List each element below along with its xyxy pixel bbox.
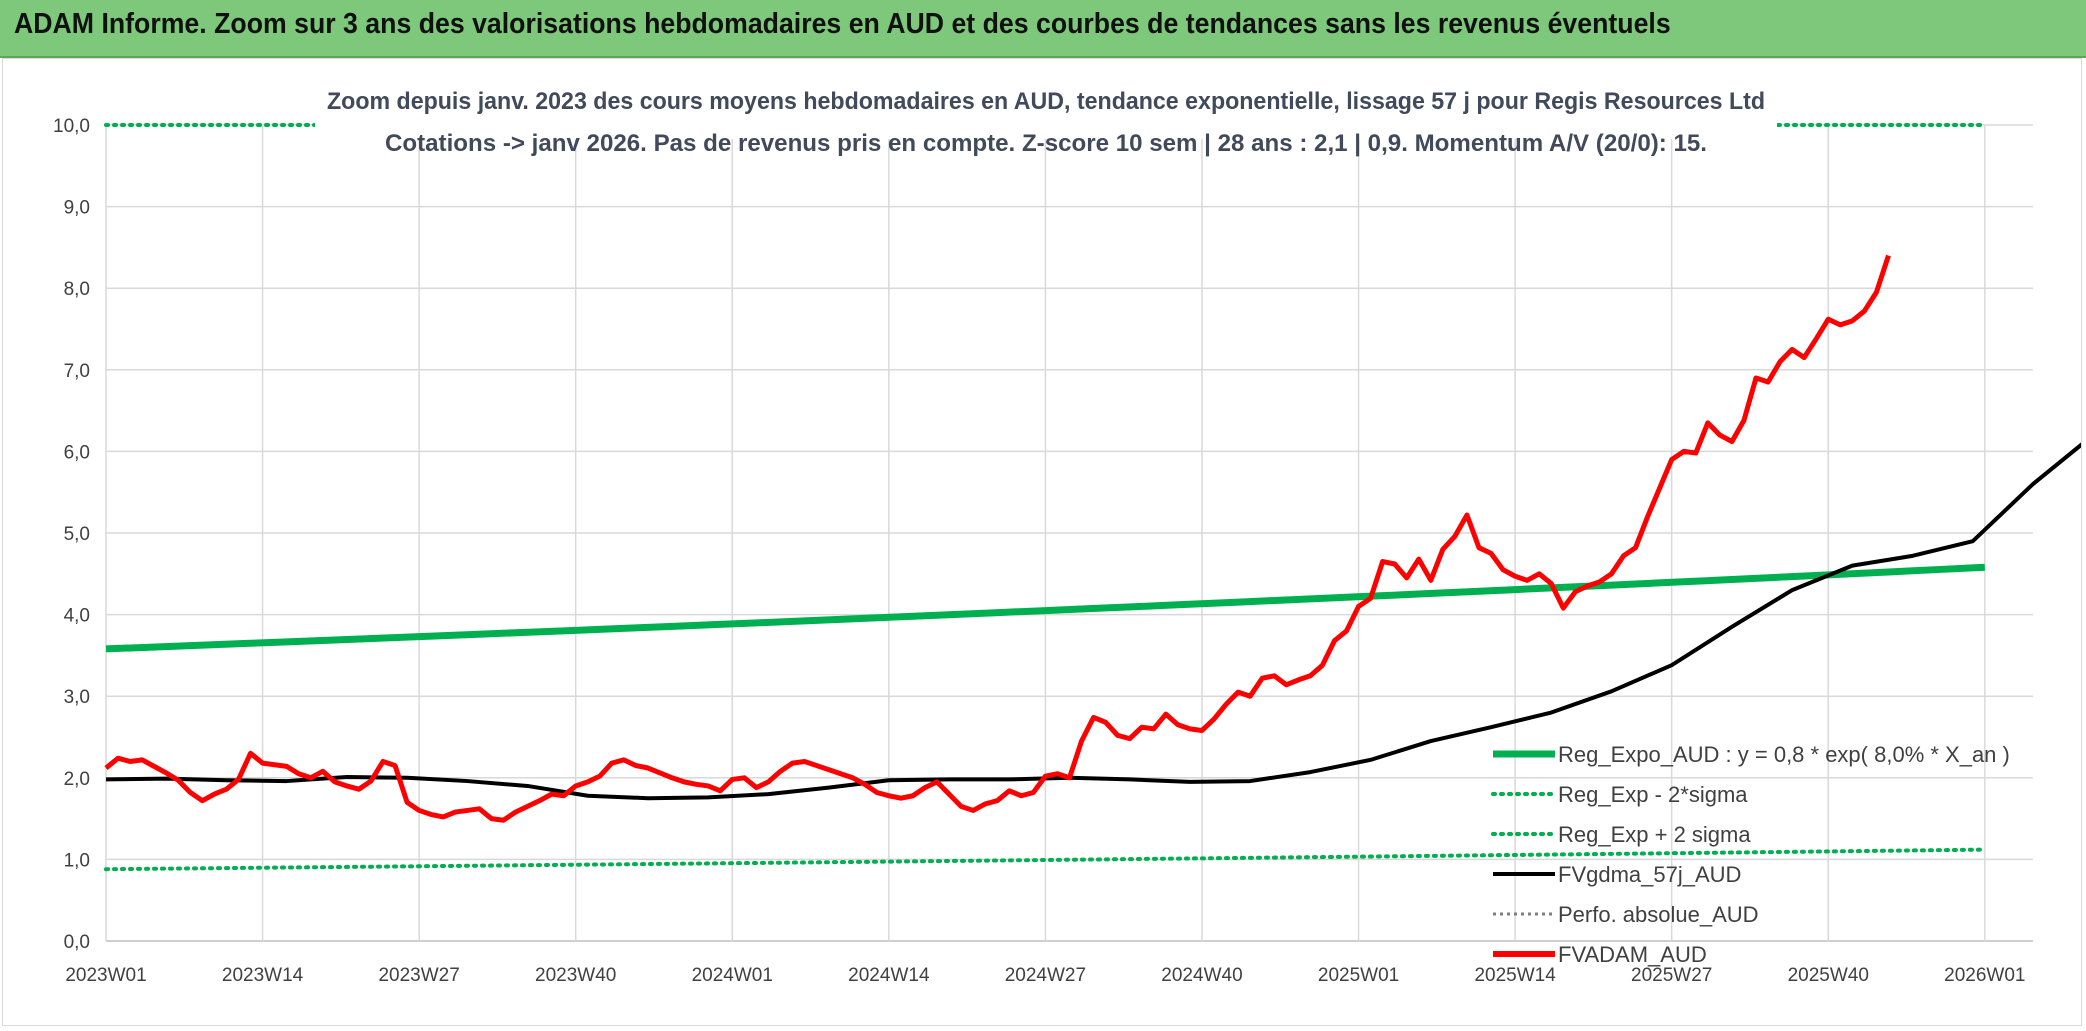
x-tick-label: 2026W01 <box>1944 965 2025 986</box>
x-tick-label: 2025W14 <box>1474 965 1556 986</box>
chart-frame: 0,0 1,0 2,0 3,0 4,0 5,0 6,0 7,0 8,0 9,0 10,0 2023W… <box>2 58 2082 1026</box>
report-title: ADAM Informe. Zoom sur 3 ans des valoris… <box>14 8 1671 40</box>
x-tick-label: 2023W14 <box>222 965 304 986</box>
y-tick-label: 6,0 <box>64 442 90 463</box>
x-tick-label: 2024W27 <box>1005 965 1086 986</box>
title-backdrop <box>315 61 1777 139</box>
y-tick-label: 5,0 <box>64 524 90 545</box>
y-tick-label: 1,0 <box>64 850 90 871</box>
y-tick-label: 9,0 <box>64 198 90 219</box>
y-tick-label: 2,0 <box>64 769 90 790</box>
legend-label: Reg_Exp + 2 sigma <box>1558 822 1751 847</box>
x-tick-label: 2023W40 <box>535 965 616 986</box>
legend-label: Reg_Exp - 2*sigma <box>1558 782 1748 807</box>
chart-legend: Reg_Expo_AUD : y = 0,8 * exp( 8,0% * X_a… <box>1491 742 2010 967</box>
legend-label: Perfo. absolue_AUD <box>1558 902 1759 927</box>
x-tick-label: 2023W27 <box>378 965 459 986</box>
chart-title-line1: Zoom depuis janv. 2023 des cours moyens … <box>327 88 1765 115</box>
x-tick-label: 2025W27 <box>1631 965 1712 986</box>
legend-label: FVgdma_57j_AUD <box>1558 862 1741 887</box>
y-axis-ticks: 0,0 1,0 2,0 3,0 4,0 5,0 6,0 7,0 8,0 9,0 10,0 <box>53 116 90 953</box>
legend-label: FVADAM_AUD <box>1558 942 1707 967</box>
chart-title-line2: Cotations -> janv 2026. Pas de revenus p… <box>385 130 1707 157</box>
x-tick-label: 2025W01 <box>1318 965 1399 986</box>
legend-label: Reg_Expo_AUD : y = 0,8 * exp( 8,0% * X_a… <box>1558 742 2010 767</box>
x-tick-label: 2024W14 <box>848 965 930 986</box>
y-tick-label: 4,0 <box>64 606 90 627</box>
report-banner: ADAM Informe. Zoom sur 3 ans des valoris… <box>0 0 2086 58</box>
x-tick-label: 2023W01 <box>65 965 146 986</box>
smoothed-line <box>105 442 2081 801</box>
trend-line <box>105 563 1985 653</box>
fvadam-line <box>104 254 1891 823</box>
x-tick-label: 2024W40 <box>1161 965 1242 986</box>
y-tick-label: 7,0 <box>64 361 90 382</box>
y-tick-label: 3,0 <box>64 687 90 708</box>
x-tick-label: 2025W40 <box>1788 965 1869 986</box>
y-tick-label: 10,0 <box>53 116 90 137</box>
x-axis-ticks: 2023W01 2023W14 2023W27 2023W40 2024W01 2024W… <box>65 965 2025 986</box>
line-chart: 0,0 1,0 2,0 3,0 4,0 5,0 6,0 7,0 8,0 9,0 10,0 2023W… <box>53 61 2081 986</box>
chart-grid <box>105 124 2033 942</box>
y-tick-label: 0,0 <box>64 932 90 953</box>
x-tick-label: 2024W01 <box>692 965 773 986</box>
y-tick-label: 8,0 <box>64 279 90 300</box>
sigma-band-line <box>104 847 1987 872</box>
